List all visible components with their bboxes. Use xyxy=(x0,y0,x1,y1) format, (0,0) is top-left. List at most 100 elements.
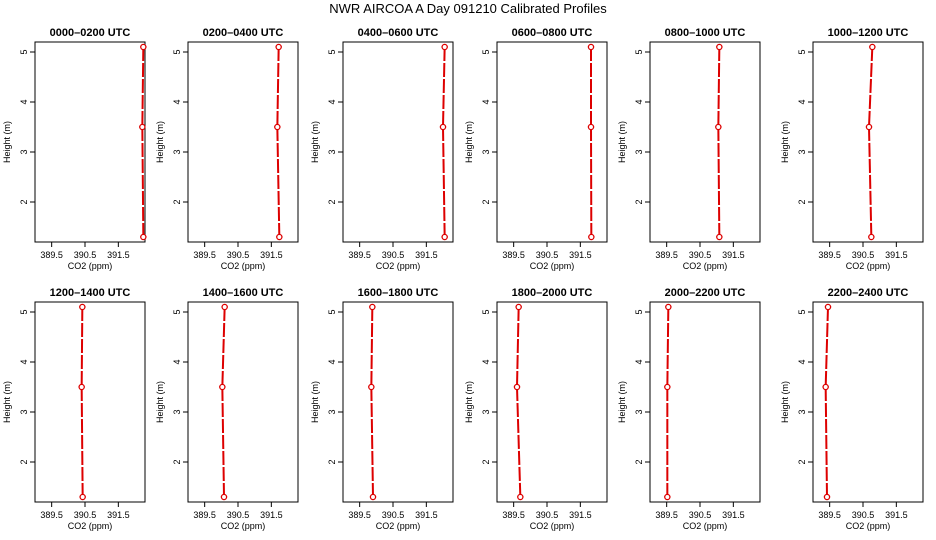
data-point xyxy=(369,303,376,311)
profile-line xyxy=(441,46,446,238)
plot-frame xyxy=(342,301,454,503)
y-tick-label: 2 xyxy=(481,459,491,464)
y-tick-label: 4 xyxy=(19,99,29,104)
x-tick-label: 391.5 xyxy=(569,250,592,260)
y-tick-label: 3 xyxy=(797,409,807,414)
x-tick-label: 391.5 xyxy=(260,510,283,520)
plot-frame xyxy=(812,301,924,503)
x-tick-label: 389.5 xyxy=(193,250,216,260)
y-tick-label: 2 xyxy=(172,459,182,464)
y-axis-label: Height (m) xyxy=(464,121,474,163)
y-tick-label: 5 xyxy=(19,49,29,54)
y-tick-label: 3 xyxy=(172,149,182,154)
x-axis-label: CO2 (ppm) xyxy=(221,261,266,271)
x-tick-label: 389.5 xyxy=(655,510,678,520)
x-axis-label: CO2 (ppm) xyxy=(530,261,575,271)
x-tick-label: 389.5 xyxy=(348,250,371,260)
y-tick-label: 5 xyxy=(481,309,491,314)
y-axis-label: Height (m) xyxy=(155,381,165,423)
y-tick-label: 4 xyxy=(481,99,491,104)
y-tick-label: 4 xyxy=(634,359,644,364)
data-point xyxy=(664,493,671,501)
data-point xyxy=(824,303,832,311)
data-point xyxy=(441,233,448,241)
y-tick-label: 5 xyxy=(634,309,644,314)
panel-title: 2200–2400 UTC xyxy=(828,287,909,299)
data-point xyxy=(79,493,86,501)
panel-title: 0400–0600 UTC xyxy=(358,27,439,39)
plot-frame xyxy=(649,301,761,503)
y-tick-label: 3 xyxy=(797,149,807,154)
data-point xyxy=(274,123,281,131)
x-axis-label: CO2 (ppm) xyxy=(846,521,891,531)
data-point xyxy=(716,43,723,51)
data-point xyxy=(665,303,672,311)
y-tick-label: 2 xyxy=(634,199,644,204)
y-tick-label: 5 xyxy=(172,49,182,54)
y-tick-label: 2 xyxy=(327,199,337,204)
data-point xyxy=(868,233,875,241)
x-tick-label: 390.5 xyxy=(382,510,405,520)
x-tick-label: 390.5 xyxy=(536,250,559,260)
x-tick-label: 391.5 xyxy=(569,510,592,520)
data-point xyxy=(587,123,595,131)
profile-line xyxy=(141,46,145,238)
x-tick-label: 391.5 xyxy=(722,250,745,260)
y-tick-label: 3 xyxy=(19,409,29,414)
x-tick-label: 389.5 xyxy=(818,510,841,520)
data-point xyxy=(441,43,448,51)
y-tick-label: 2 xyxy=(797,199,807,204)
panel-title: 0200–0400 UTC xyxy=(203,27,284,39)
data-point xyxy=(140,43,147,51)
data-point xyxy=(517,493,524,501)
y-axis-label: Height (m) xyxy=(464,381,474,423)
y-tick-label: 3 xyxy=(327,409,337,414)
y-tick-label: 3 xyxy=(327,149,337,154)
x-axis-label: CO2 (ppm) xyxy=(683,261,728,271)
x-tick-label: 390.5 xyxy=(74,510,97,520)
x-tick-label: 391.5 xyxy=(107,510,130,520)
y-tick-label: 4 xyxy=(634,99,644,104)
x-tick-label: 390.5 xyxy=(852,510,875,520)
data-point xyxy=(439,123,447,131)
x-tick-label: 389.5 xyxy=(40,250,63,260)
data-point xyxy=(139,123,146,131)
data-point xyxy=(369,493,377,501)
x-tick-label: 389.5 xyxy=(655,250,678,260)
profile-line xyxy=(515,306,522,498)
x-tick-label: 390.5 xyxy=(382,250,405,260)
x-axis-label: CO2 (ppm) xyxy=(530,521,575,531)
y-tick-label: 2 xyxy=(172,199,182,204)
y-tick-label: 3 xyxy=(634,409,644,414)
panel-title: 0000–0200 UTC xyxy=(50,27,131,39)
y-tick-label: 5 xyxy=(327,49,337,54)
data-point xyxy=(275,43,282,51)
y-tick-label: 2 xyxy=(327,459,337,464)
data-point xyxy=(219,383,226,391)
y-tick-label: 4 xyxy=(172,359,182,364)
data-point xyxy=(822,383,829,391)
data-point xyxy=(513,383,521,391)
profile-line xyxy=(824,306,829,498)
x-tick-label: 391.5 xyxy=(885,250,908,260)
plot-frame xyxy=(187,301,299,503)
x-tick-label: 390.5 xyxy=(227,250,250,260)
y-axis-label: Height (m) xyxy=(780,121,790,163)
y-tick-label: 5 xyxy=(634,49,644,54)
profile-line xyxy=(80,306,84,498)
x-tick-label: 389.5 xyxy=(502,510,525,520)
x-tick-label: 390.5 xyxy=(536,510,559,520)
plot-frame xyxy=(187,41,299,243)
panel-title: 2000–2200 UTC xyxy=(665,287,746,299)
y-axis-label: Height (m) xyxy=(310,121,320,163)
panel-title: 1000–1200 UTC xyxy=(828,27,909,39)
y-tick-label: 4 xyxy=(797,99,807,104)
y-tick-label: 2 xyxy=(797,459,807,464)
plot-frame xyxy=(649,41,761,243)
profile-line xyxy=(666,306,670,497)
y-tick-label: 2 xyxy=(19,459,29,464)
x-tick-label: 391.5 xyxy=(415,250,438,260)
data-point xyxy=(716,233,723,241)
y-tick-label: 2 xyxy=(634,459,644,464)
data-point xyxy=(715,123,722,131)
